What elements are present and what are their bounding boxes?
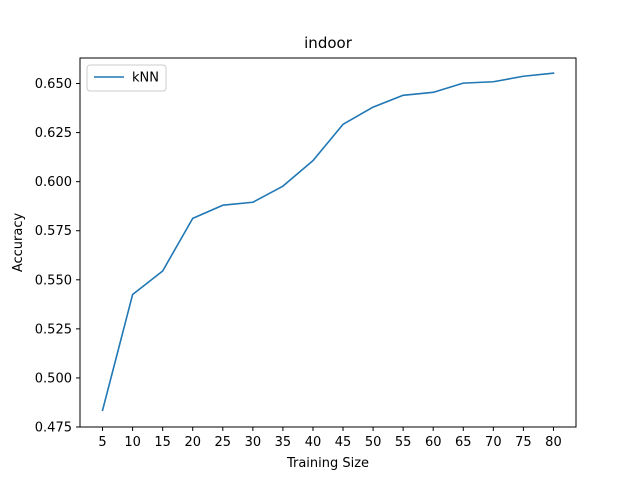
data-point <box>372 106 374 108</box>
x-axis-title: Training Size <box>286 456 369 471</box>
data-point <box>312 160 314 162</box>
data-point <box>162 270 164 272</box>
y-tick-label: 0.600 <box>35 175 72 190</box>
y-tick-label: 0.650 <box>35 77 72 92</box>
data-point <box>222 204 224 206</box>
data-point <box>252 201 254 203</box>
x-tick-label: 80 <box>545 435 562 450</box>
x-tick-label: 20 <box>184 435 201 450</box>
series-line-knn <box>101 72 555 412</box>
data-point <box>553 72 555 74</box>
x-tick-label: 75 <box>515 435 532 450</box>
x-tick-label: 35 <box>275 435 292 450</box>
x-tick-label: 5 <box>98 435 106 450</box>
legend-box <box>86 64 167 92</box>
y-tick-label: 0.500 <box>35 371 72 386</box>
y-axis-title: Accuracy <box>11 213 26 273</box>
x-tick-label: 25 <box>215 435 232 450</box>
x-tick-label: 10 <box>124 435 141 450</box>
y-tick-label: 0.575 <box>35 224 72 239</box>
data-point <box>342 124 344 126</box>
plot-area <box>79 57 577 428</box>
x-tick-label: 60 <box>425 435 442 450</box>
legend: kNN <box>86 64 167 92</box>
data-point <box>132 294 134 296</box>
data-point <box>402 94 404 96</box>
y-tick-label: 0.475 <box>35 421 72 436</box>
data-point <box>432 92 434 94</box>
x-tick-label: 30 <box>245 435 262 450</box>
y-tick-label: 0.625 <box>35 126 72 141</box>
data-point <box>192 218 194 220</box>
x-tick-label: 70 <box>485 435 502 450</box>
legend-label: kNN <box>132 71 159 86</box>
data-point <box>102 410 104 412</box>
y-axis: 0.475 0.500 0.525 0.550 0.575 0.600 0.625 0.650 <box>35 77 80 436</box>
x-tick-label: 40 <box>305 435 322 450</box>
series-layer <box>101 72 555 412</box>
chart-title: indoor <box>304 34 353 52</box>
data-point <box>523 75 525 77</box>
x-tick-label: 15 <box>154 435 171 450</box>
x-tick-label: 50 <box>365 435 382 450</box>
y-tick-label: 0.550 <box>35 273 72 288</box>
x-tick-label: 45 <box>335 435 352 450</box>
x-tick-label: 55 <box>395 435 412 450</box>
y-tick-label: 0.525 <box>35 322 72 337</box>
data-point <box>493 81 495 83</box>
data-point <box>282 185 284 187</box>
x-tick-label: 65 <box>455 435 472 450</box>
x-axis: 5 10 15 20 25 30 35 40 45 50 55 60 65 70 75 80 <box>98 427 562 450</box>
plot-frame <box>79 57 577 428</box>
data-point <box>462 82 464 84</box>
